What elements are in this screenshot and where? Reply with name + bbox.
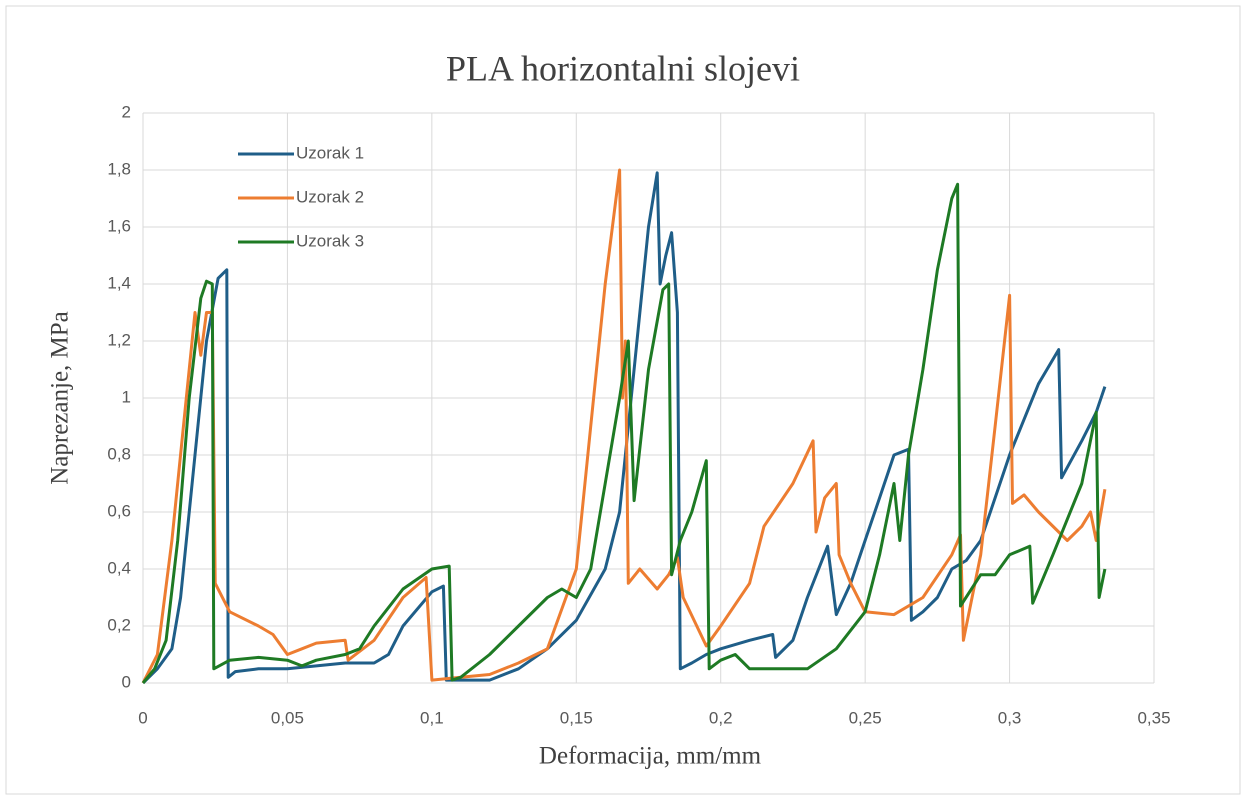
x-tick-label: 0,1 bbox=[420, 708, 444, 727]
y-tick-label: 1,8 bbox=[107, 159, 131, 178]
legend-label: Uzorak 3 bbox=[296, 231, 364, 250]
y-tick-label: 1 bbox=[122, 387, 131, 406]
x-tick-label: 0,3 bbox=[998, 708, 1022, 727]
y-tick-label: 0,6 bbox=[107, 501, 131, 520]
y-tick-label: 0 bbox=[122, 672, 131, 691]
y-tick-label: 1,6 bbox=[107, 216, 131, 235]
x-tick-label: 0,2 bbox=[709, 708, 733, 727]
y-tick-label: 0,4 bbox=[107, 558, 131, 577]
legend-label: Uzorak 1 bbox=[296, 143, 364, 162]
y-axis-label: Naprezanje, MPa bbox=[47, 311, 74, 485]
y-tick-label: 0,8 bbox=[107, 444, 131, 463]
chart-title: PLA horizontalni slojevi bbox=[446, 48, 800, 88]
x-tick-label: 0,25 bbox=[849, 708, 882, 727]
data-line bbox=[141, 171, 1107, 685]
x-tick-label: 0 bbox=[138, 708, 147, 727]
y-tick-label: 2 bbox=[122, 102, 131, 121]
x-axis-label: Deformacija, mm/mm bbox=[539, 743, 762, 770]
x-tick-label: 0,15 bbox=[560, 708, 593, 727]
y-tick-label: 1,2 bbox=[107, 330, 131, 349]
data-line bbox=[141, 182, 1107, 684]
x-tick-label: 0,05 bbox=[271, 708, 304, 727]
data-line bbox=[141, 168, 1107, 684]
y-tick-label: 1,4 bbox=[107, 273, 131, 292]
y-tick-label: 0,2 bbox=[107, 615, 131, 634]
x-tick-label: 0,35 bbox=[1137, 708, 1170, 727]
chart-frame bbox=[5, 5, 1241, 795]
legend-label: Uzorak 2 bbox=[296, 187, 364, 206]
